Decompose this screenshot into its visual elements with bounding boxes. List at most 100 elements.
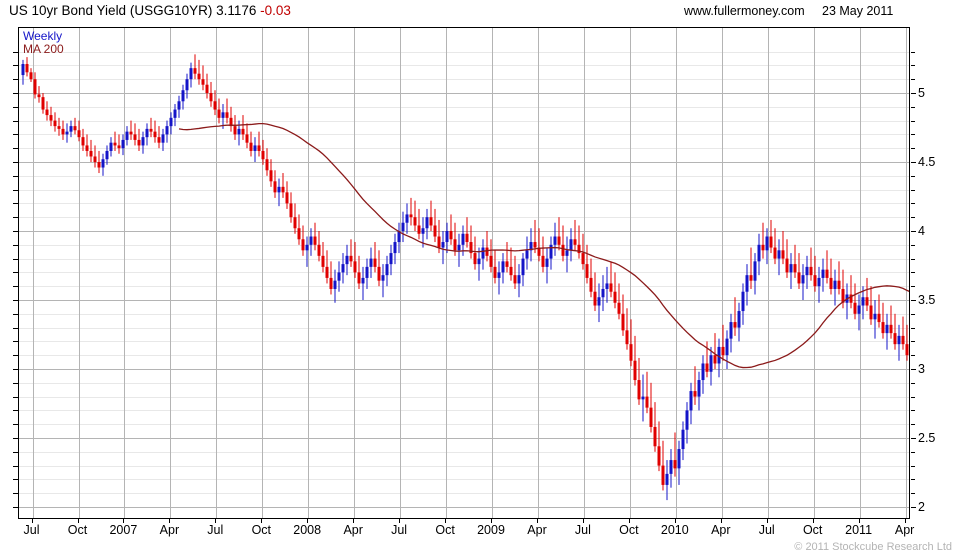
y-axis-tick bbox=[911, 189, 915, 191]
y-axis-tick bbox=[911, 355, 915, 357]
x-axis-label: Jul bbox=[391, 523, 408, 537]
chart-legend: Weekly MA 200 bbox=[23, 30, 64, 56]
y-axis-tick-left bbox=[13, 451, 18, 453]
y-axis-tick-left bbox=[13, 79, 18, 81]
y-axis-tick-left bbox=[13, 162, 18, 163]
y-axis-tick bbox=[911, 465, 915, 467]
x-axis-label: Oct bbox=[435, 523, 455, 537]
x-axis-tick bbox=[353, 519, 355, 523]
y-axis-tick bbox=[911, 369, 916, 370]
x-axis-label: Jul bbox=[574, 523, 591, 537]
chart-header: US 10yr Bond Yield (USGG10YR) 3.1176 -0.… bbox=[0, 0, 960, 26]
y-axis-tick-left bbox=[13, 258, 18, 260]
x-axis-label: Jul bbox=[758, 523, 775, 537]
title-text: US 10yr Bond Yield (USGG10YR) 3.1176 bbox=[9, 3, 261, 18]
y-axis-tick bbox=[911, 93, 916, 94]
x-axis-tick bbox=[674, 519, 676, 523]
y-axis-tick-left bbox=[13, 148, 18, 150]
x-axis-tick bbox=[720, 519, 722, 523]
x-axis-tick bbox=[215, 519, 217, 523]
y-axis-tick-left bbox=[13, 300, 18, 301]
y-axis-label: 4.5 bbox=[918, 155, 936, 169]
price-change: -0.03 bbox=[260, 3, 291, 18]
x-axis-tick bbox=[491, 519, 492, 523]
y-axis-tick bbox=[911, 51, 915, 53]
x-axis-label: Jul bbox=[207, 523, 224, 537]
x-axis-label: 2011 bbox=[845, 523, 873, 537]
legend-item-ma200: MA 200 bbox=[23, 42, 64, 56]
y-axis-tick-left bbox=[13, 217, 18, 219]
x-axis-tick bbox=[169, 519, 171, 523]
y-axis-label: 3.5 bbox=[918, 293, 936, 307]
x-axis-tick bbox=[307, 519, 309, 523]
y-axis-tick-left bbox=[13, 189, 18, 191]
x-axis-label: Apr bbox=[159, 523, 180, 537]
y-axis-tick bbox=[911, 313, 915, 315]
y-axis-tick-left bbox=[13, 65, 18, 67]
x-axis-label: 2008 bbox=[293, 523, 322, 537]
copyright-notice: © 2011 Stockcube Research Ltd bbox=[794, 541, 952, 553]
x-axis-label: Oct bbox=[251, 523, 272, 537]
y-axis-tick bbox=[911, 120, 915, 122]
x-axis-label: Apr bbox=[711, 523, 731, 537]
y-axis-tick bbox=[911, 410, 915, 412]
y-axis-tick-left bbox=[13, 355, 18, 357]
x-axis-label: 2010 bbox=[660, 523, 689, 537]
y-axis-tick bbox=[911, 493, 915, 495]
chart-plot-area: Weekly MA 200 bbox=[18, 27, 910, 519]
y-axis-tick-left bbox=[13, 175, 18, 177]
x-axis-label: Apr bbox=[894, 523, 915, 537]
y-axis-label: 2 bbox=[918, 500, 925, 514]
y-axis-tick bbox=[911, 162, 916, 163]
x-axis-label: Apr bbox=[343, 523, 363, 537]
y-axis-tick bbox=[911, 79, 915, 81]
price-series bbox=[21, 54, 909, 501]
y-axis-tick bbox=[911, 438, 916, 439]
y-axis-tick bbox=[911, 258, 915, 260]
y-axis-tick bbox=[911, 286, 915, 288]
y-axis-tick bbox=[911, 148, 915, 150]
x-axis-tick bbox=[858, 519, 860, 523]
y-axis-tick bbox=[911, 175, 915, 177]
y-axis-tick bbox=[911, 65, 915, 67]
y-axis-tick bbox=[911, 327, 915, 329]
y-axis-tick bbox=[911, 217, 915, 219]
y-axis-tick-left bbox=[13, 313, 18, 315]
y-axis-tick bbox=[911, 244, 915, 246]
y-axis-tick-left bbox=[13, 203, 18, 205]
y-axis-label: 4 bbox=[918, 224, 925, 238]
y-axis-tick-left bbox=[13, 479, 18, 481]
y-axis-label: 2.5 bbox=[918, 431, 936, 445]
x-axis-label: 2009 bbox=[477, 523, 505, 537]
x-axis-label: 2007 bbox=[109, 523, 138, 537]
y-axis-tick-left bbox=[13, 424, 18, 426]
y-axis-tick bbox=[911, 479, 915, 481]
x-axis-tick bbox=[628, 519, 630, 523]
y-axis-tick-left bbox=[13, 341, 18, 343]
y-axis-tick bbox=[911, 424, 915, 426]
chart-date: 23 May 2011 bbox=[822, 4, 894, 18]
y-axis-tick-left bbox=[13, 272, 18, 274]
legend-item-weekly: Weekly bbox=[23, 29, 63, 43]
y-axis-tick-left bbox=[13, 369, 18, 370]
y-axis-tick-left bbox=[13, 120, 18, 122]
y-axis-tick-left bbox=[13, 493, 18, 495]
x-axis-tick bbox=[537, 519, 538, 523]
y-axis-tick-left bbox=[13, 93, 18, 94]
x-axis-label: Oct bbox=[802, 523, 823, 537]
y-axis-tick-left bbox=[13, 327, 18, 329]
page-title: US 10yr Bond Yield (USGG10YR) 3.1176 -0.… bbox=[9, 3, 291, 18]
x-axis-tick bbox=[904, 519, 906, 523]
x-axis: Jul Oct 2007 Apr Jul Oct 2008 Apr Jul Oct 2009 Apr J… bbox=[0, 519, 960, 545]
y-axis-label: 5 bbox=[918, 86, 925, 100]
y-axis-tick bbox=[911, 134, 915, 136]
x-axis-label: Oct bbox=[619, 523, 639, 537]
y-axis-tick bbox=[911, 341, 915, 343]
y-axis-tick-left bbox=[13, 396, 18, 398]
y-axis-tick bbox=[911, 231, 916, 232]
y-axis-tick-left bbox=[13, 286, 18, 288]
y-axis-tick-left bbox=[13, 465, 18, 467]
y-axis-tick bbox=[911, 106, 915, 108]
y-axis-tick-left bbox=[13, 106, 18, 108]
